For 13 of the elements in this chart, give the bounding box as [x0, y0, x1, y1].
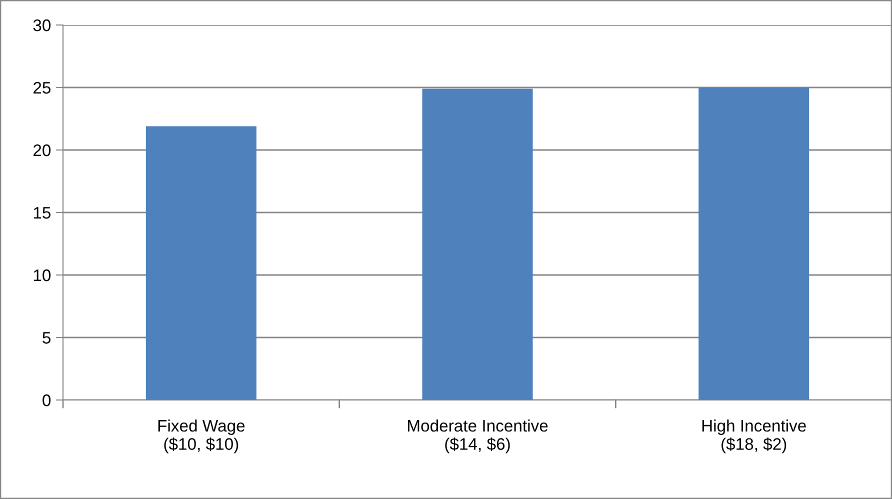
x-tick-label: Moderate Incentive ($14, $6)	[408, 419, 548, 454]
y-tick-label: 25	[33, 82, 50, 94]
y-tick-label: 20	[33, 144, 51, 156]
bar	[146, 126, 256, 400]
bar	[698, 88, 810, 400]
x-tick-label: Fixed Wage ($10, $10)	[158, 419, 245, 454]
bar	[422, 88, 533, 400]
y-tick-label: 30	[33, 19, 51, 32]
y-tick-label: 10	[34, 269, 51, 282]
y-tick-label: 5	[42, 332, 50, 344]
y-tick-label: 15	[34, 207, 50, 219]
y-tick-label: 0	[42, 394, 51, 406]
x-tick-label: High Incentive ($18, $2)	[702, 419, 806, 454]
